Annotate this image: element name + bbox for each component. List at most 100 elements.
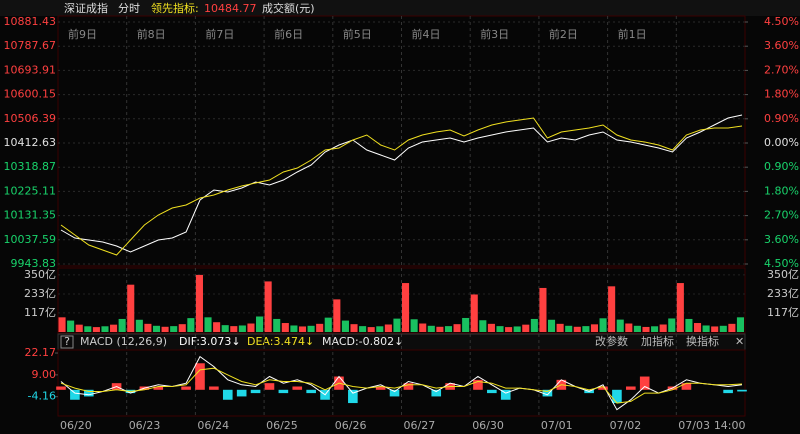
bar [565, 325, 573, 332]
macd-value: MACD:-0.802↓ [322, 335, 403, 348]
bar [359, 326, 367, 332]
index-name: 深证成指 [64, 1, 108, 15]
day-label: 前7日 [205, 27, 234, 41]
bar [547, 319, 556, 332]
bar [333, 299, 341, 332]
bar [505, 327, 513, 332]
bar [651, 326, 659, 332]
bar [711, 326, 719, 332]
bar [58, 317, 66, 332]
macd-bar [209, 386, 219, 390]
bar [110, 324, 118, 332]
bar [608, 286, 616, 332]
macd-bar [292, 386, 303, 390]
x-tick-label: 06/30 [472, 419, 504, 432]
bar [178, 324, 186, 332]
line [60, 367, 743, 404]
macd-bar [375, 386, 386, 390]
y2-tick-label: 4.50% [764, 15, 799, 28]
bar [84, 326, 92, 332]
x-tick-label: 06/24 [197, 419, 229, 432]
bar [530, 318, 538, 332]
bar [350, 324, 358, 332]
y2-tick-label: 1.80% [764, 88, 799, 101]
macd-bar [222, 389, 233, 400]
bar [659, 324, 667, 332]
bar [92, 327, 100, 332]
x-tick-label: 14:00 [714, 419, 746, 432]
close-button[interactable]: ✕ [735, 335, 744, 348]
bar [479, 320, 487, 332]
day-label: 前6日 [274, 27, 303, 41]
macd-bar [278, 389, 289, 394]
bar [487, 323, 495, 332]
macd-bar [431, 389, 442, 397]
bar [702, 325, 710, 332]
help[interactable]: ? [64, 335, 70, 348]
bar [118, 318, 126, 332]
bar [316, 323, 324, 332]
bar [144, 323, 152, 332]
bar [213, 322, 221, 332]
y-tick-label: 10318.87 [4, 160, 57, 173]
day-label: 前2日 [549, 27, 578, 41]
bar [238, 325, 246, 332]
help-box[interactable] [60, 335, 74, 349]
y-tick-label: 10881.43 [4, 15, 57, 28]
bar [453, 324, 461, 332]
bar [633, 325, 641, 332]
bar [384, 324, 392, 332]
day-label: 前5日 [343, 27, 372, 41]
macd-bar [70, 389, 80, 400]
macd-bar [500, 389, 511, 400]
bar [616, 319, 624, 332]
bar [67, 320, 75, 332]
macd-bar [181, 386, 191, 390]
x-tick-label: 07/01 [541, 419, 573, 432]
bar [625, 323, 633, 332]
bar [436, 326, 444, 332]
bar [135, 319, 143, 332]
button[interactable]: 加指标 [641, 334, 674, 348]
line [60, 114, 743, 253]
button[interactable]: 改参数 [595, 334, 628, 348]
bar [367, 327, 375, 332]
macd-bar [83, 389, 94, 397]
bar [676, 283, 684, 332]
x-tick-label: 06/23 [129, 419, 161, 432]
day-label: 前1日 [618, 27, 647, 41]
dea: DEA:3.474↓ [247, 335, 314, 348]
y-tick-label: 9943.83 [11, 257, 57, 270]
day-label: 前8日 [137, 27, 166, 41]
macd-bar [264, 383, 275, 390]
y2-tick-label: 3.60% [764, 39, 799, 52]
day-label: 前4日 [412, 27, 441, 41]
y-tick-label: 233亿 [24, 287, 56, 300]
y-tick-label: 10131.35 [4, 209, 57, 222]
bar [290, 325, 298, 332]
line [60, 117, 743, 256]
y2-tick-label: 233亿 [767, 287, 799, 300]
macd-name: MACD (12,26,9) [80, 335, 167, 348]
mode: 分时 [118, 2, 140, 15]
x-tick-label: 06/20 [60, 419, 92, 432]
bar [75, 324, 83, 332]
macd-bar [598, 386, 608, 390]
bar [273, 318, 281, 332]
bar [393, 318, 401, 332]
macd-bar [236, 389, 247, 397]
y2-tick-label: 1.80% [764, 184, 799, 197]
bar [195, 274, 203, 332]
bar [685, 318, 693, 332]
x-tick-label: 06/27 [404, 419, 436, 432]
bar [281, 323, 289, 332]
bar [127, 284, 135, 332]
y2-tick-label: 0.90% [764, 112, 799, 125]
macd-bar [306, 389, 316, 394]
bar [230, 326, 238, 332]
y2-tick-label: 3.60% [764, 233, 799, 246]
button[interactable]: 换指标 [686, 334, 719, 348]
bar [247, 323, 255, 332]
y2-tick-label: 2.70% [764, 63, 799, 76]
